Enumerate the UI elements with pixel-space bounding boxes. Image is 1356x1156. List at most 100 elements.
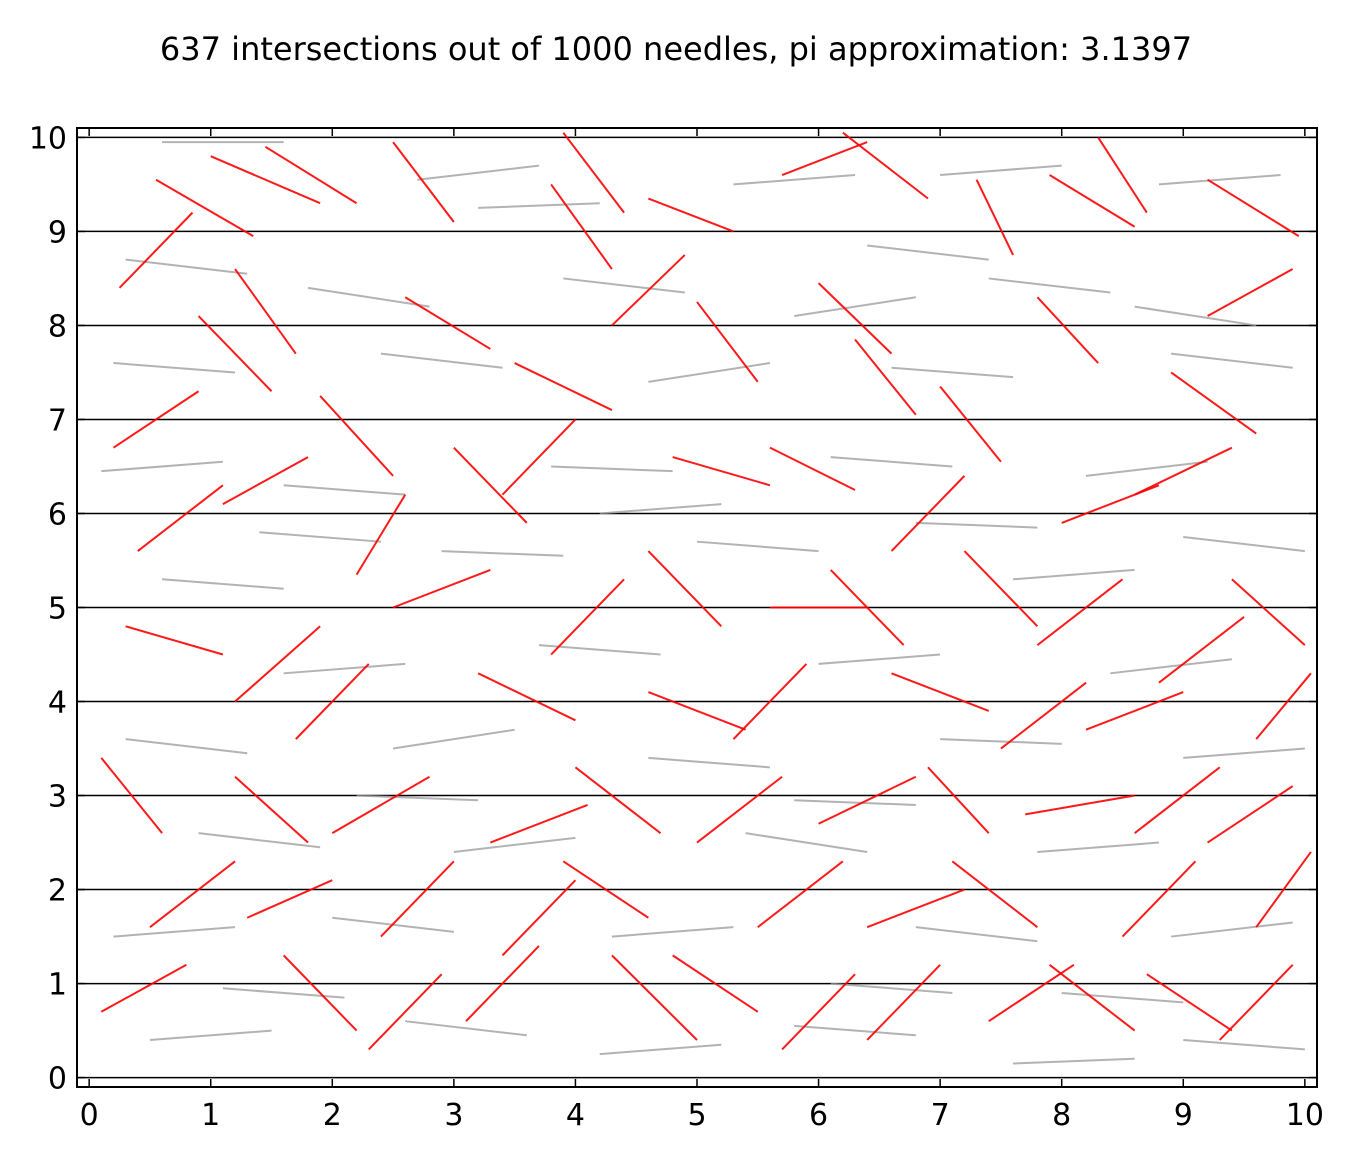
x-tick-label: 1 <box>201 1098 220 1133</box>
needle-red-38 <box>818 775 917 825</box>
needle-red-14 <box>854 338 917 416</box>
needle-gray-32 <box>648 756 771 769</box>
needle-gray-45 <box>405 1020 527 1037</box>
needle-red-7 <box>1097 136 1148 214</box>
needle-red-23 <box>137 484 224 552</box>
needle-red-58 <box>197 315 273 392</box>
needle-red-56 <box>781 141 868 176</box>
needle-red-88 <box>988 963 1075 1023</box>
needle-red-4 <box>648 197 734 233</box>
needle-red-42 <box>380 860 455 938</box>
needle-gray-18 <box>551 465 673 473</box>
needle-red-39 <box>1025 794 1135 816</box>
needle-red-20 <box>769 446 856 491</box>
needle-gray-10 <box>1134 305 1257 327</box>
y-tick-label: 8 <box>48 309 67 344</box>
horizontal-lines <box>77 136 1317 1079</box>
needle-gray-15 <box>1171 352 1293 369</box>
needle-red-28 <box>1231 578 1306 646</box>
needle-gray-7 <box>563 277 685 294</box>
y-tick-label: 0 <box>48 1062 67 1097</box>
needle-red-3 <box>550 183 613 270</box>
needle-red-12 <box>514 362 613 411</box>
needle-red-1 <box>264 145 358 205</box>
needle-red-8 <box>1207 178 1300 237</box>
needle-gray-1 <box>417 164 540 181</box>
needle-gray-13 <box>648 362 771 383</box>
needle-red-17 <box>112 390 200 449</box>
needle-gray-26 <box>283 662 406 675</box>
needle-gray-6 <box>307 286 430 308</box>
x-tick-label: 0 <box>80 1098 99 1133</box>
needle-red-16 <box>1170 371 1257 435</box>
needle-red-83 <box>866 888 965 929</box>
needle-gray-49 <box>1183 1038 1305 1051</box>
needle-red-65 <box>890 475 966 552</box>
needle-red-45 <box>951 860 1039 928</box>
needle-gray-53 <box>599 503 722 515</box>
needle-gray-29 <box>1110 658 1233 675</box>
needle-red-64 <box>672 456 771 487</box>
needle-red-11 <box>404 296 491 350</box>
x-tick-label: 10 <box>1286 1098 1324 1133</box>
intersecting-needles <box>100 131 1312 1051</box>
needle-red-87 <box>781 973 856 1051</box>
x-tick-label: 9 <box>1174 1098 1193 1133</box>
needle-red-50 <box>672 954 759 1013</box>
x-tick-label: 2 <box>323 1098 342 1133</box>
needle-red-85 <box>368 973 443 1051</box>
needle-red-35 <box>100 757 163 834</box>
needle-red-49 <box>465 945 540 1022</box>
needle-red-63 <box>453 446 528 524</box>
needle-gray-56 <box>794 799 916 806</box>
needle-red-55 <box>562 132 625 214</box>
needle-red-78 <box>696 775 783 844</box>
needle-red-37 <box>574 766 662 834</box>
needle-gray-41 <box>611 926 734 938</box>
needle-red-13 <box>696 301 759 383</box>
needle-red-82 <box>501 879 577 957</box>
needle-red-43 <box>562 860 649 919</box>
needle-gray-8 <box>794 296 916 318</box>
needle-red-44 <box>757 860 844 928</box>
needle-gray-44 <box>149 1029 272 1041</box>
needle-red-15 <box>1036 296 1099 364</box>
needle-red-29 <box>125 625 224 656</box>
needle-red-48 <box>282 954 358 1032</box>
needle-red-67 <box>392 568 491 609</box>
needle-red-53 <box>1219 964 1294 1041</box>
y-tick-label: 3 <box>48 780 67 815</box>
needle-red-74 <box>1000 681 1087 750</box>
needle-red-18 <box>319 395 394 477</box>
needle-red-86 <box>611 954 698 1041</box>
needle-red-24 <box>355 494 407 576</box>
needle-red-10 <box>234 268 297 355</box>
needle-gray-25 <box>1183 535 1305 553</box>
needle-gray-12 <box>380 352 503 369</box>
needle-red-33 <box>891 672 990 712</box>
y-tick-label: 10 <box>29 121 67 156</box>
y-tick-label: 5 <box>48 592 67 627</box>
needle-red-72 <box>234 625 321 703</box>
x-tick-label: 3 <box>444 1098 463 1133</box>
needle-gray-52 <box>259 531 381 543</box>
y-tick-label: 2 <box>48 874 67 909</box>
x-axis: 0 1 2 3 4 5 6 7 8 9 10 <box>80 128 1324 1133</box>
needle-red-79 <box>927 766 990 834</box>
needle-gray-36 <box>453 836 576 853</box>
needle-red-75 <box>1255 672 1312 740</box>
needle-gray-47 <box>794 1024 916 1037</box>
needle-red-9 <box>118 211 194 289</box>
needle-red-40 <box>1207 785 1294 844</box>
needle-red-25 <box>647 550 723 628</box>
needle-gray-35 <box>198 832 321 849</box>
needle-red-71 <box>1158 616 1245 684</box>
needle-red-62 <box>222 456 309 505</box>
needle-gray-46 <box>599 1043 722 1056</box>
needle-red-66 <box>1061 484 1160 524</box>
needle-gray-19 <box>830 456 953 468</box>
plot-area <box>76 127 1318 1088</box>
needle-gray-51 <box>867 244 989 261</box>
non-intersecting-needles <box>101 141 1305 1065</box>
